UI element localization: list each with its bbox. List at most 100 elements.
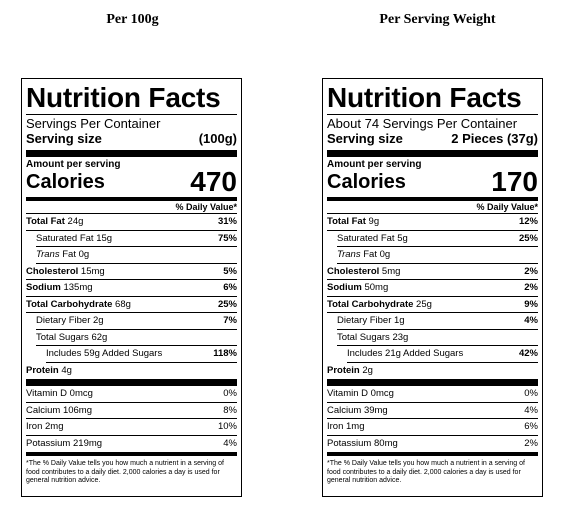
calories-label: Calories: [26, 171, 105, 193]
nutrient-amount: 0mcg: [370, 388, 394, 399]
nutrient-daily-value: 8%: [223, 404, 237, 416]
nutrient-daily-value: 6%: [223, 282, 237, 293]
nutrient-amount: 1mg: [346, 421, 365, 432]
nutrient-label: Cholesterol: [26, 265, 79, 277]
nutrient-row-added-sugars: Includes 59g Added Sugars 118%: [46, 346, 237, 363]
nutrient-amount: 50mg: [364, 282, 389, 293]
nutrient-row-sodium: Sodium 50mg 2%: [327, 280, 538, 297]
nutrition-label-per-100g: Nutrition Facts Servings Per Container S…: [21, 78, 242, 497]
nutrient-amount: 0mcg: [69, 388, 93, 399]
nutrient-daily-value: 25%: [518, 232, 538, 244]
nutrient-amount: 0g: [379, 249, 391, 260]
nutrient-amount: 2mg: [45, 421, 64, 432]
nutrient-daily-value: 0%: [223, 388, 237, 399]
daily-value-header: % Daily Value*: [327, 201, 538, 214]
mineral-row-potassium: Potassium 219mg 4%: [26, 436, 237, 453]
nutrient-daily-value: 31%: [217, 216, 237, 227]
added-sugars-prefix: Includes: [347, 348, 383, 359]
nutrient-label: Dietary Fiber: [337, 315, 392, 326]
nutrient-label: Fat: [62, 249, 76, 260]
nutrient-daily-value: 75%: [217, 232, 237, 244]
nutrient-amount: 219mg: [73, 437, 103, 449]
nutrient-amount: 9g: [368, 216, 380, 227]
nutrient-label: Added Sugars: [403, 348, 464, 359]
nutrient-amount: 1g: [394, 315, 405, 326]
nutrition-label-per-serving: Nutrition Facts About 74 Servings Per Co…: [322, 78, 543, 497]
nutrient-label: Vitamin D: [26, 388, 68, 399]
heading-per-serving-weight: Per Serving Weight: [379, 12, 496, 27]
trans-word: Trans: [337, 249, 361, 260]
nutrition-facts-title: Nutrition Facts: [327, 82, 522, 113]
nutrient-label: Protein: [26, 364, 59, 376]
nutrient-row-cholesterol: Cholesterol 15mg 5%: [26, 264, 237, 280]
nutrient-amount: 135mg: [63, 282, 93, 293]
nutrient-label: Iron: [327, 421, 344, 432]
nutrient-amount: 0g: [78, 249, 90, 260]
serving-size-row: Serving size (100g): [26, 131, 237, 146]
nutrient-daily-value: 7%: [223, 315, 237, 326]
mineral-row-vitamin-d: Vitamin D 0mcg 0%: [327, 386, 538, 403]
nutrient-daily-value: 25%: [217, 298, 237, 310]
nutrient-label: Saturated Fat: [337, 232, 395, 244]
nutrient-label: Sodium: [327, 282, 362, 293]
nutrient-amount: 21g: [385, 348, 401, 359]
nutrient-label: Potassium: [327, 437, 372, 449]
added-sugars-prefix: Includes: [46, 348, 82, 359]
calories-value: 170: [491, 166, 538, 197]
nutrient-daily-value: 118%: [213, 348, 237, 359]
nutrient-label: Iron: [26, 421, 43, 432]
nutrient-daily-value: 9%: [524, 298, 538, 310]
nutrient-row-trans-fat: Trans Fat 0g: [337, 247, 538, 264]
calories-value: 470: [190, 166, 237, 197]
mineral-row-calcium: Calcium 39mg 4%: [327, 403, 538, 419]
nutrient-label: Calcium: [327, 404, 362, 416]
nutrient-label: Protein: [327, 364, 360, 376]
mineral-row-iron: Iron 1mg 6%: [327, 419, 538, 436]
nutrient-label: Total Carbohydrate: [26, 298, 113, 310]
nutrient-amount: 25g: [416, 298, 432, 310]
mineral-row-potassium: Potassium 80mg 2%: [327, 436, 538, 453]
thick-divider: [327, 150, 538, 157]
nutrient-row-cholesterol: Cholesterol 5mg 2%: [327, 264, 538, 280]
vitamin-divider: [327, 379, 538, 386]
daily-value-footnote: *The % Daily Value tells you how much a …: [327, 460, 525, 484]
title-divider: [26, 114, 237, 115]
nutrient-row-protein: Protein 2g: [327, 363, 538, 380]
title-divider: [327, 114, 538, 115]
nutrient-label: Cholesterol: [327, 265, 380, 277]
nutrient-amount: 80mg: [374, 437, 398, 449]
serving-size-value: 2 Pieces (37g): [451, 131, 538, 146]
nutrient-label: Total Carbohydrate: [327, 298, 414, 310]
nutrient-label: Total Sugars: [337, 331, 390, 343]
nutrient-daily-value: 42%: [518, 348, 538, 359]
nutrient-row-saturated-fat: Saturated Fat 5g 25%: [337, 231, 538, 247]
nutrient-row-dietary-fiber: Dietary Fiber 2g 7%: [36, 313, 237, 330]
nutrient-label: Added Sugars: [102, 348, 163, 359]
nutrient-row-protein: Protein 4g: [26, 363, 237, 380]
nutrient-amount: 59g: [84, 348, 100, 359]
daily-value-header: % Daily Value*: [26, 201, 237, 214]
nutrient-row-total-fat: Total Fat 24g 31%: [26, 214, 237, 231]
nutrient-daily-value: 6%: [524, 421, 538, 432]
nutrient-daily-value: 4%: [524, 315, 538, 326]
serving-size-label: Serving size: [26, 131, 102, 146]
medium-divider: [327, 197, 538, 201]
nutrient-row-total-carbohydrate: Total Carbohydrate 25g 9%: [327, 297, 538, 313]
calories-row: Calories 170: [327, 166, 538, 197]
nutrient-amount: 5g: [397, 232, 408, 244]
nutrient-amount: 5mg: [381, 265, 401, 277]
amount-per-serving: Amount per serving: [26, 159, 121, 170]
serving-size-value: (100g): [198, 131, 237, 146]
nutrient-label: Sodium: [26, 282, 61, 293]
nutrient-label: Saturated Fat: [36, 232, 94, 244]
nutrient-amount: 23g: [392, 331, 409, 343]
servings-per-container: Servings Per Container: [26, 116, 161, 131]
nutrient-row-total-sugars: Total Sugars 62g: [36, 330, 237, 346]
nutrient-row-total-carbohydrate: Total Carbohydrate 68g 25%: [26, 297, 237, 313]
nutrition-facts-title: Nutrition Facts: [26, 82, 221, 113]
nutrient-label: Fat: [363, 249, 377, 260]
amount-per-serving: Amount per serving: [327, 159, 422, 170]
trans-word: Trans: [36, 249, 60, 260]
mineral-row-vitamin-d: Vitamin D 0mcg 0%: [26, 386, 237, 403]
nutrient-daily-value: 2%: [524, 437, 538, 449]
